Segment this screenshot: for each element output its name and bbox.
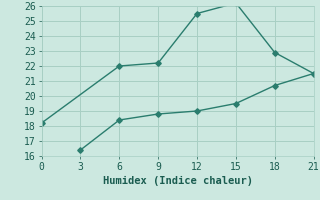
X-axis label: Humidex (Indice chaleur): Humidex (Indice chaleur) [103,176,252,186]
